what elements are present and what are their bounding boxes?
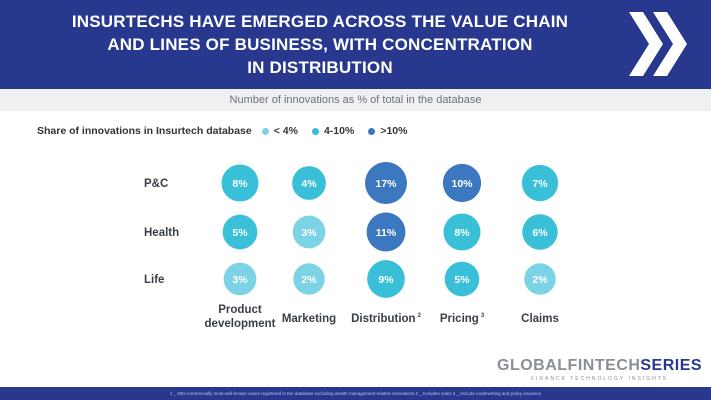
bubble-label: 2% bbox=[532, 274, 548, 286]
column-label: development bbox=[205, 318, 276, 330]
legend-title: Share of innovations in Insurtech databa… bbox=[37, 125, 252, 137]
legend-item-low: < 4% bbox=[261, 125, 298, 137]
bubble bbox=[222, 214, 258, 250]
bubble-label: 10% bbox=[451, 178, 473, 190]
bubble bbox=[522, 214, 558, 250]
column-label: Marketing bbox=[282, 313, 336, 325]
bubble bbox=[444, 261, 480, 297]
bubble-label: 9% bbox=[378, 274, 394, 286]
column-label: Product bbox=[218, 304, 262, 316]
footnote-marker: 3 bbox=[481, 313, 485, 319]
bubble bbox=[223, 262, 257, 296]
legend-swatch-mid bbox=[311, 127, 319, 135]
bubble bbox=[521, 164, 559, 202]
logo-tagline: FINANCE TECHNOLOGY INSIGHTS bbox=[530, 376, 669, 382]
title-line-3: IN DISTRIBUTION bbox=[247, 58, 393, 77]
title-line-1: INSURTECHS HAVE EMERGED ACROSS THE VALUE… bbox=[71, 12, 569, 31]
legend: Share of innovations in Insurtech databa… bbox=[37, 125, 421, 137]
bubble bbox=[221, 164, 259, 202]
bubble bbox=[442, 163, 482, 203]
header-banner: INSURTECHS HAVE EMERGED ACROSS THE VALUE… bbox=[0, 0, 711, 89]
page-title: INSURTECHS HAVE EMERGED ACROSS THE VALUE… bbox=[20, 10, 620, 79]
globalfintechseries-logo: GLOBALFINTECHSERIES FINANCE TECHNOLOGY I… bbox=[497, 357, 702, 382]
bubble bbox=[366, 212, 406, 252]
bubble-label: 4% bbox=[301, 178, 317, 190]
bubble-label: 5% bbox=[454, 274, 470, 286]
legend-swatch-low bbox=[261, 127, 269, 135]
legend-label-low: < 4% bbox=[273, 125, 298, 137]
bubble-label: 5% bbox=[232, 227, 248, 239]
legend-item-mid: 4-10% bbox=[311, 125, 355, 137]
column-label: Distribution 2 bbox=[351, 313, 422, 325]
bubble bbox=[292, 215, 326, 249]
logo-part1: GLOBALFINTECH bbox=[497, 357, 641, 374]
legend-label-mid: 4-10% bbox=[323, 125, 355, 137]
row-label: P&C bbox=[144, 178, 168, 190]
chevron-right-icon bbox=[629, 12, 687, 76]
bubble-label: 8% bbox=[454, 227, 470, 239]
bubble-label: 7% bbox=[532, 178, 548, 190]
bubble-label: 3% bbox=[301, 227, 317, 239]
column-label: Pricing 3 bbox=[440, 313, 485, 325]
bubble bbox=[292, 166, 326, 200]
subtitle-bar bbox=[0, 89, 711, 111]
bubble bbox=[524, 263, 556, 295]
footnotes: 1 _ 500 commercially most well-known cas… bbox=[0, 387, 711, 400]
footnote-marker: 2 bbox=[418, 313, 422, 319]
bubble bbox=[293, 263, 325, 295]
legend-label-high: >10% bbox=[380, 125, 408, 137]
legend-item-high: >10% bbox=[368, 125, 407, 137]
column-label: Claims bbox=[521, 313, 559, 325]
bubble bbox=[365, 162, 407, 204]
logo-part2: SERIES bbox=[640, 357, 703, 374]
bubble-label: 3% bbox=[232, 274, 248, 286]
bubble-label: 17% bbox=[375, 178, 397, 190]
title-line-2: AND LINES OF BUSINESS, WITH CONCENTRATIO… bbox=[107, 35, 533, 54]
chart-subtitle: Number of innovations as % of total in t… bbox=[229, 94, 482, 106]
row-label: Health bbox=[144, 227, 179, 239]
bubble-label: 2% bbox=[301, 274, 317, 286]
logo-wordmark: GLOBALFINTECHSERIES bbox=[497, 357, 702, 375]
bubble-label: 8% bbox=[232, 178, 248, 190]
bubble bbox=[443, 213, 481, 251]
bubble-label: 11% bbox=[376, 227, 397, 239]
legend-swatch-high bbox=[368, 127, 376, 135]
bubble bbox=[367, 260, 405, 298]
row-label: Life bbox=[144, 274, 164, 286]
bubble-label: 6% bbox=[532, 227, 548, 239]
